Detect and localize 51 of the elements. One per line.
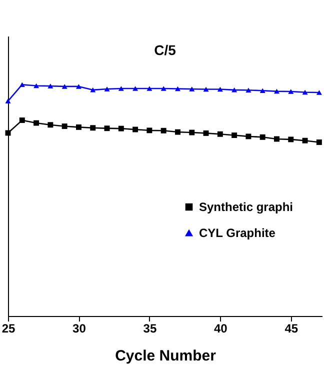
point [232,88,238,92]
point [62,124,68,129]
point [104,126,110,132]
point [260,88,266,93]
point [104,86,110,92]
point [90,125,96,131]
chart-title: C/5 [154,42,176,58]
point [274,88,280,94]
point [76,84,82,89]
point [189,130,195,136]
point [246,134,252,140]
point [232,132,238,138]
point [288,89,294,94]
x-tick-label: 40 [214,322,228,336]
point [288,136,294,142]
point [174,86,180,92]
point [146,86,152,91]
point [19,117,25,123]
point [302,138,308,144]
point [118,86,124,91]
point [48,84,54,88]
point [48,122,54,128]
point [5,98,11,104]
point [160,86,166,91]
point [274,136,280,142]
point [118,126,124,132]
x-axis-title: Cycle Number [115,348,216,364]
point [132,86,138,91]
point [189,86,195,92]
point [316,90,322,95]
point [90,88,96,92]
point [217,86,223,92]
point [34,120,40,126]
x-tick-label: 35 [143,322,157,336]
x-tick-label: 45 [284,322,298,336]
legend-label: Synthetic graphi [199,200,294,214]
point [132,126,138,132]
point [203,130,209,136]
point [217,131,223,137]
point [260,134,266,140]
point [34,83,40,88]
x-tick-label: 30 [72,322,86,336]
point [62,84,68,89]
point [174,129,180,135]
x-tick-label: 25 [2,322,16,336]
point [19,82,25,87]
point [76,124,82,130]
point [316,139,322,145]
point [160,128,166,134]
point [146,128,152,134]
legend-label: CYL Graphite [199,226,276,240]
